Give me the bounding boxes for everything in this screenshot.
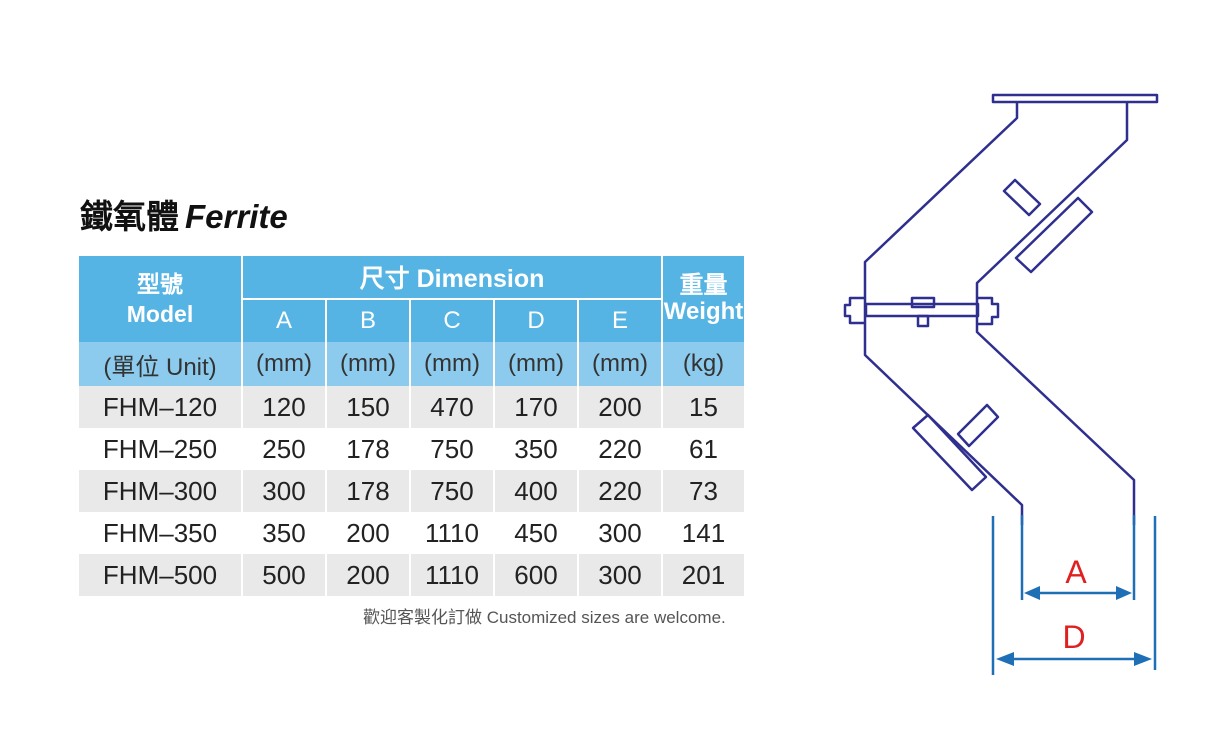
header-weight-en: Weight <box>663 298 744 325</box>
spec-table: 型號 Model 尺寸 Dimension 重量 Weight A B C D … <box>79 256 744 596</box>
unit-cell: (mm) <box>578 342 663 386</box>
lower-large-slot <box>911 413 988 492</box>
table-cell: FHM–300 <box>79 470 243 512</box>
dim-d-label: D <box>1062 619 1085 655</box>
table-cell: 600 <box>494 554 579 596</box>
table-row: FHM–250 250 178 750 350 220 61 <box>79 428 744 470</box>
title-en: Ferrite <box>185 198 288 235</box>
table-cell: 73 <box>662 470 744 512</box>
table-cell: 200 <box>326 554 411 596</box>
table-cell: 61 <box>689 433 718 464</box>
table-cell: 201 <box>662 554 744 596</box>
dim-d-left-arrow <box>996 652 1014 666</box>
right-bearing <box>978 296 1000 326</box>
upper-large-slot <box>1014 196 1094 274</box>
header-model: 型號 Model <box>79 256 243 342</box>
unit-cell: (mm) <box>494 342 579 386</box>
unit-row: (單位 Unit) (mm) (mm) (mm) (mm) (mm) (kg) <box>79 342 744 386</box>
chute-outline <box>843 93 1159 525</box>
table-cell: 15 <box>662 386 744 428</box>
upper-small-slot <box>1002 178 1042 217</box>
table-cell: 141 <box>681 517 726 548</box>
unit-cell: (mm) <box>410 342 495 386</box>
header-dimension: 尺寸 Dimension <box>242 256 663 300</box>
table-cell: 750 <box>410 470 495 512</box>
page-title: 鐵氧體 Ferrite <box>80 190 288 238</box>
top-flange <box>991 93 1159 104</box>
table-cell: 300 <box>242 470 327 512</box>
title-zh: 鐵氧體 <box>80 198 179 235</box>
shaft-nut-top <box>910 296 936 309</box>
header-col-b: B <box>326 299 411 342</box>
dim-a-left-arrow <box>1024 586 1040 600</box>
unit-cell: (單位 Unit) <box>79 342 243 386</box>
shaft-nut-bottom <box>916 314 930 328</box>
dim-a-label: A <box>1065 554 1087 590</box>
dimension-lines <box>991 515 1157 675</box>
table-cell: 178 <box>326 470 411 512</box>
table-row: FHM–500 500 200 1110 600 300 201 <box>79 554 744 596</box>
table-cell: FHM–120 <box>79 386 243 428</box>
table-cell: 450 <box>494 512 579 554</box>
table-cell: 170 <box>494 386 579 428</box>
table-cell: 150 <box>326 386 411 428</box>
header-weight: 重量 Weight <box>662 256 744 342</box>
header-model-zh: 型號 <box>137 271 183 297</box>
table-cell: 500 <box>242 554 327 596</box>
table-cell: 120 <box>242 386 327 428</box>
table-cell: 220 <box>578 428 663 470</box>
table-row: FHM–350 350 200 1110 450 300 141 <box>79 512 744 554</box>
unit-cell: (mm) <box>326 342 411 386</box>
table-cell: 470 <box>410 386 495 428</box>
dim-d-right-arrow <box>1134 652 1152 666</box>
table-cell: 200 <box>578 386 663 428</box>
unit-cell: (mm) <box>242 342 327 386</box>
table-cell: FHM–500 <box>79 554 243 596</box>
table-cell: 400 <box>494 470 579 512</box>
header-col-c: C <box>410 299 495 342</box>
table-cell: 200 <box>326 512 411 554</box>
table-cell: FHM–250 <box>79 428 243 470</box>
table-cell: 1110 <box>410 512 495 554</box>
header-model-en: Model <box>126 301 194 327</box>
table-row: FHM–300 300 178 750 400 220 73 <box>79 470 744 512</box>
customization-note: 歡迎客製化訂做 Customized sizes are welcome. <box>363 608 726 627</box>
table-cell: 300 <box>578 512 663 554</box>
header-col-a: A <box>242 299 327 342</box>
unit-cell: (kg) <box>662 342 744 386</box>
table-cell: 250 <box>242 428 327 470</box>
table-cell: FHM–350 <box>79 512 243 554</box>
table-cell: 350 <box>494 428 579 470</box>
header-weight-zh: 重量 <box>679 272 728 299</box>
table-row: FHM–120 120 150 470 170 200 15 <box>79 386 744 428</box>
header-col-e: E <box>578 299 663 342</box>
left-bearing <box>843 296 865 325</box>
table-cell: 350 <box>242 512 327 554</box>
right-wall <box>975 102 1136 525</box>
table-cell: 178 <box>326 428 411 470</box>
dim-a-right-arrow <box>1116 586 1132 600</box>
lower-small-slot <box>956 403 1000 448</box>
header-col-d: D <box>494 299 579 342</box>
table-cell: 1110 <box>410 554 495 596</box>
table-cell: 220 <box>578 470 663 512</box>
table-cell: 300 <box>578 554 663 596</box>
table-cell: 750 <box>410 428 495 470</box>
